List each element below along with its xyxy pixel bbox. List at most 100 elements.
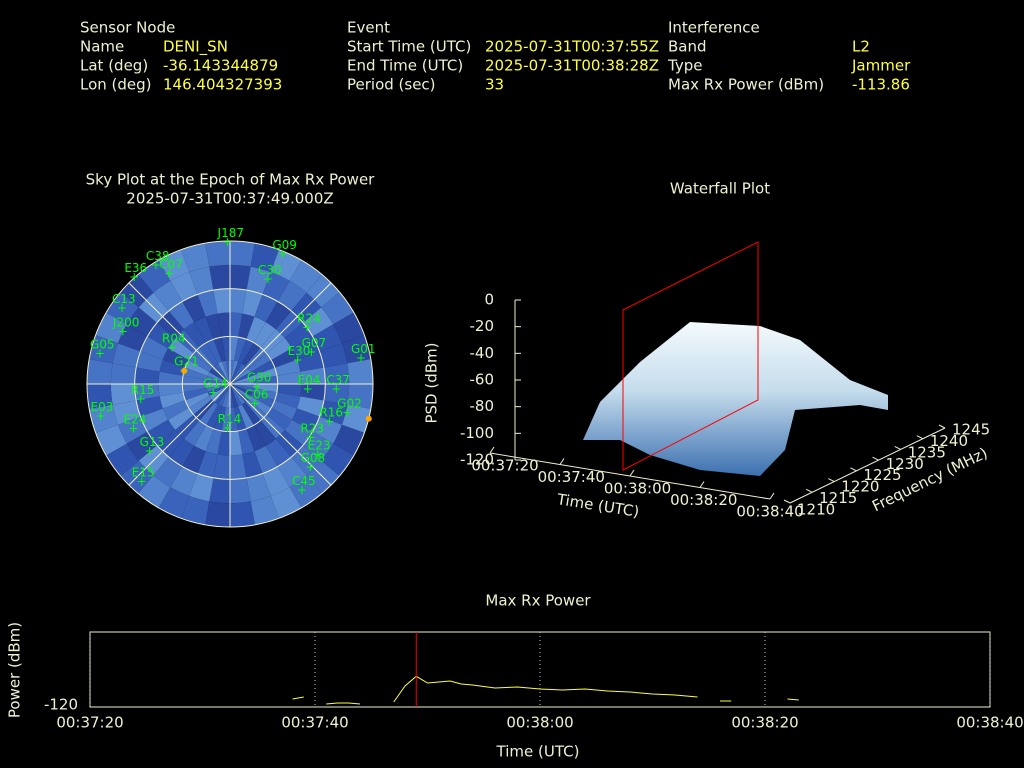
- sky-heat-cell: [218, 361, 230, 384]
- sky-heat-cell: [118, 416, 148, 444]
- azimuth-line: [229, 383, 332, 486]
- sky-heat-cell: [347, 359, 373, 384]
- frequency-tick-label: 1230: [886, 455, 924, 473]
- sky-heat-cell: [184, 322, 207, 348]
- satellite-label: C38: [146, 249, 170, 263]
- sky-heat-cell: [291, 336, 320, 360]
- sky-heat-cell: [213, 288, 230, 314]
- sky-heat-cell: [110, 384, 137, 405]
- sky-heat-cell: [323, 384, 350, 405]
- frequency-tick-label: 1245: [952, 421, 990, 439]
- frequency-tick: [894, 445, 901, 450]
- sky-heat-cell: [188, 353, 212, 373]
- satellite-marker: +: [252, 379, 262, 393]
- time-tick: [769, 492, 775, 500]
- satellite-marker: +: [136, 392, 146, 406]
- sky-heat-cell: [95, 312, 127, 344]
- sky-heat-cell: [270, 487, 302, 519]
- sky-heat-cell: [158, 487, 190, 519]
- azimuth-line: [128, 383, 231, 486]
- sky-heat-cell: [221, 384, 230, 408]
- sky-heat-cell: [312, 416, 342, 444]
- chart-title: Max Rx Power: [485, 592, 591, 610]
- satellite-marker: +: [324, 415, 334, 429]
- x-tick-label: 00:38:00: [506, 714, 573, 732]
- z-tick-label: 0: [484, 291, 494, 309]
- sky-heat-cell: [168, 438, 195, 467]
- sky-heat-cell: [274, 392, 301, 409]
- satellite-marker: +: [263, 272, 273, 286]
- sky-heat-cell: [230, 312, 243, 338]
- satellite-marker: +: [167, 340, 177, 354]
- field-label: Period (sec): [347, 76, 436, 94]
- sky-heat-cell: [300, 384, 326, 401]
- y-axis-label: Power (dBm): [6, 622, 24, 718]
- sky-heat-cell: [221, 360, 230, 384]
- sky-heat-cell: [182, 294, 206, 323]
- satellite-marker: +: [164, 267, 174, 281]
- satellite-marker: +: [302, 320, 312, 334]
- sky-heat-cell: [158, 249, 190, 281]
- power-line: [292, 675, 799, 705]
- time-tick-label: 00:37:20: [471, 457, 538, 475]
- sky-heat-cell: [205, 313, 222, 340]
- header-title: Event: [347, 19, 390, 37]
- field-value: Jammer: [851, 57, 911, 75]
- x-tick-label: 00:38:40: [956, 714, 1023, 732]
- satellite-label: E15: [132, 466, 155, 480]
- sky-heat-cell: [213, 406, 226, 431]
- sky-heat-cell: [126, 431, 157, 461]
- sky-heat-cell: [170, 466, 198, 496]
- frequency-tick: [850, 467, 857, 472]
- sky-heat-cell: [250, 243, 279, 273]
- satellite-label: G08: [301, 451, 326, 465]
- sky-heat-cell: [242, 451, 263, 478]
- sky-heat-cell: [168, 301, 195, 330]
- sky-heat-cell: [238, 404, 254, 429]
- field-value: L2: [852, 38, 870, 56]
- time-tick: [559, 458, 565, 465]
- sky-heat-cell: [206, 384, 230, 393]
- field-value: 2025-07-31T00:38:28Z: [485, 57, 659, 75]
- satellite-marker: +: [129, 270, 139, 284]
- sky-heat-cell: [248, 395, 272, 415]
- sky-heat-cell: [147, 322, 176, 349]
- satellite-marker: +: [250, 396, 260, 410]
- x-axis-label: Time (UTC): [496, 743, 580, 761]
- satellite-label: J200: [112, 315, 139, 329]
- field-value: 146.404327393: [163, 76, 282, 94]
- z-tick-label: -40: [470, 344, 495, 362]
- sky-heat-cell: [323, 363, 350, 384]
- sky-heat-cell: [168, 338, 194, 361]
- sky-heat-cell: [276, 384, 302, 397]
- sky-heat-cell: [230, 384, 242, 407]
- frequency-tick-label: 1235: [908, 443, 946, 461]
- sky-heat-cell: [230, 379, 254, 384]
- sky-heat-cell: [333, 312, 365, 344]
- satellite-label: R15: [131, 383, 155, 397]
- satellite-marker: +: [208, 385, 218, 399]
- sky-heat-cell: [168, 407, 194, 430]
- sky-heat-cell: [300, 367, 326, 384]
- sky-heat-cell: [158, 371, 184, 384]
- field-value: -36.143344879: [163, 57, 278, 75]
- sky-heat-cell: [214, 384, 230, 405]
- sky-heat-cell: [265, 438, 292, 467]
- frequency-tick-label: 1210: [797, 501, 835, 519]
- jammer-point: [181, 367, 188, 374]
- sky-heat-cell: [270, 249, 302, 281]
- sky-heat-cell: [230, 384, 251, 400]
- satellite-marker: +: [145, 444, 155, 458]
- sky-heat-cell: [303, 431, 334, 461]
- sky-heat-cell: [206, 375, 230, 384]
- satellite-marker: +: [356, 351, 366, 365]
- frequency-tick-label: 1240: [930, 432, 968, 450]
- sky-heat-cell: [230, 288, 247, 314]
- frequency-tick: [828, 478, 835, 483]
- sky-heat-cell: [277, 280, 307, 311]
- sky-heat-cell: [159, 359, 186, 376]
- sky-heat-cell: [230, 336, 239, 361]
- sky-heat-cell: [136, 351, 163, 372]
- sky-heat-cell: [217, 312, 230, 338]
